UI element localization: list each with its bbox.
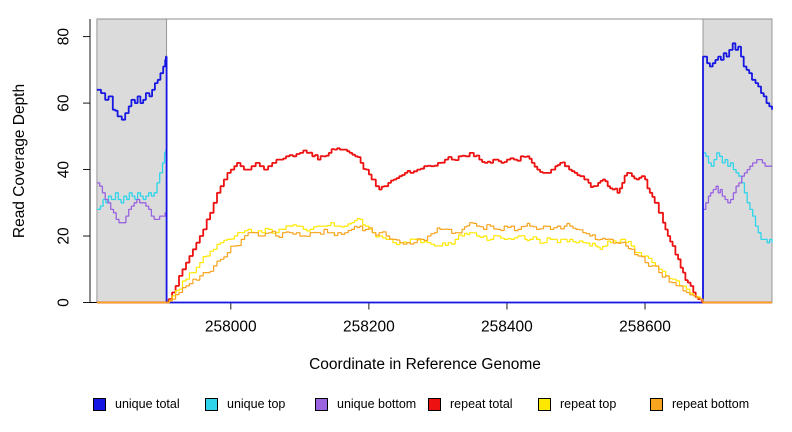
x-tick-label: 258400 — [481, 319, 533, 336]
y-axis-title: Read Coverage Depth — [11, 83, 28, 239]
unique-region-left — [96, 18, 168, 303]
y-tick-label: 20 — [56, 227, 73, 245]
x-axis-title: Coordinate in Reference Genome — [309, 356, 541, 373]
series-line-unique-bottom — [96, 158, 772, 304]
y-tick-label: 60 — [56, 94, 73, 112]
series-line-repeat-top — [96, 218, 772, 304]
x-tick-label: 258000 — [205, 319, 257, 336]
series-line-repeat-bottom — [96, 222, 772, 304]
x-tick-label: 258600 — [619, 319, 671, 336]
y-tick-label: 0 — [56, 298, 73, 307]
series-line-unique-total — [96, 42, 773, 304]
y-tick-label: 80 — [56, 28, 73, 46]
x-tick-label: 258200 — [343, 319, 395, 336]
series-line-repeat-total — [96, 147, 772, 304]
y-tick-label: 40 — [56, 161, 73, 179]
